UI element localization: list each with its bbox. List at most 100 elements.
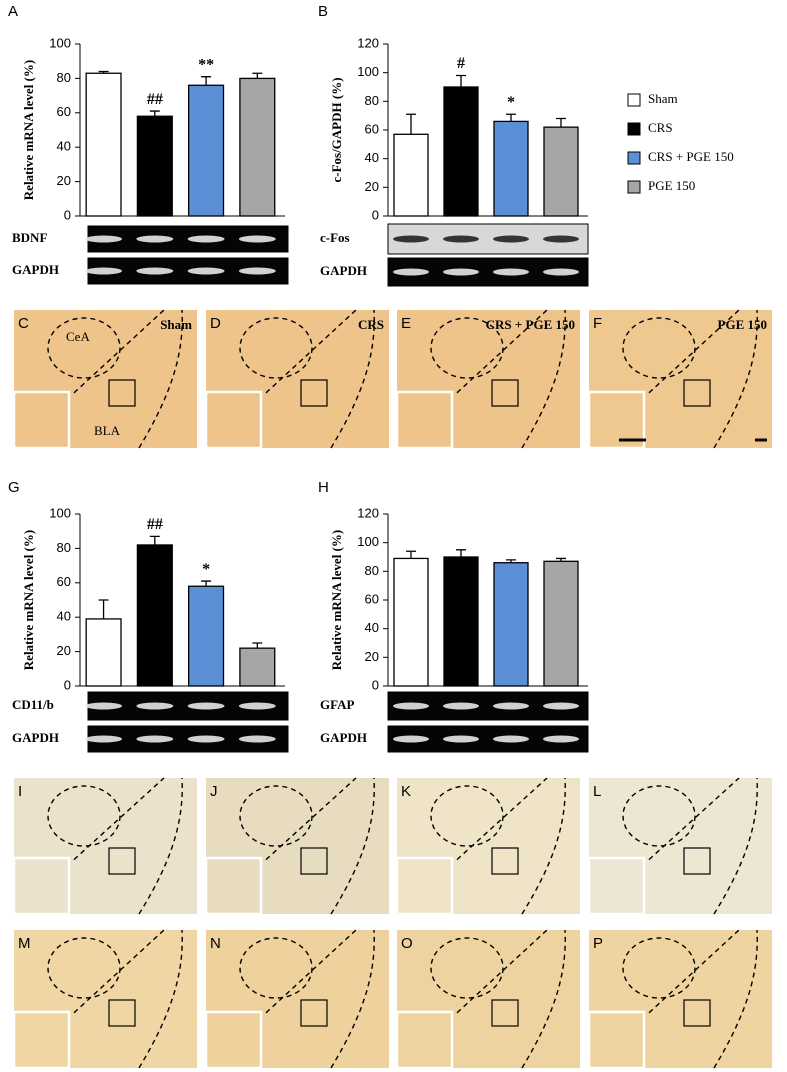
boundary	[73, 777, 165, 861]
gel-band	[85, 235, 123, 243]
boundary	[648, 929, 740, 1014]
boundary	[73, 309, 165, 394]
group-label: CRS + PGE 150	[486, 317, 575, 332]
gel-band	[238, 735, 276, 743]
cea-outline	[239, 317, 313, 379]
y-tick-label: 0	[64, 677, 71, 692]
panel-label: D	[210, 315, 221, 332]
cea-outline	[47, 317, 121, 379]
panel-label: F	[593, 315, 602, 332]
error-bar	[456, 74, 466, 87]
bar	[85, 618, 122, 687]
gel-band	[238, 235, 276, 243]
boundary	[713, 929, 758, 1069]
boundary	[713, 309, 758, 449]
panel-label: B	[318, 3, 328, 20]
roi-box	[683, 847, 711, 875]
legend-swatch	[627, 93, 641, 107]
gel-band	[493, 268, 529, 276]
panel-label: J	[210, 783, 218, 800]
region-label: BLA	[94, 423, 121, 438]
y-tick-label: 80	[365, 93, 379, 108]
gel-band	[543, 702, 579, 710]
inset	[204, 1010, 263, 1070]
error-bar	[149, 110, 160, 117]
gel-band	[493, 702, 529, 710]
gel-band	[187, 235, 225, 243]
roi-box	[108, 379, 136, 407]
y-axis-title: Relative mRNA level (%)	[21, 60, 36, 200]
error-bar	[456, 549, 466, 557]
cea-outline	[430, 785, 504, 847]
bar	[187, 585, 225, 687]
roi-box	[300, 847, 328, 875]
inset	[395, 1010, 454, 1070]
error-bar	[556, 117, 566, 128]
cea-outline	[430, 317, 504, 379]
boundary	[265, 309, 357, 394]
gel-band	[136, 235, 174, 243]
bar	[393, 557, 429, 687]
gel-label: GFAP	[320, 697, 354, 712]
boundary	[648, 309, 740, 394]
y-tick-label: 0	[64, 207, 71, 222]
region-label: CeA	[66, 329, 90, 344]
panel-label: L	[593, 783, 601, 800]
bar	[136, 544, 173, 687]
error-bar	[98, 70, 109, 74]
error-bar	[406, 550, 416, 559]
y-tick-label: 20	[57, 173, 71, 188]
gel-band	[85, 702, 123, 710]
y-tick-label: 100	[357, 534, 379, 549]
error-bar	[252, 72, 263, 79]
bar	[85, 72, 122, 217]
y-tick-label: 100	[49, 35, 71, 50]
cea-outline	[239, 937, 313, 999]
legend-swatch	[627, 151, 641, 165]
gel-band	[443, 702, 479, 710]
gel-label: CD11/b	[12, 697, 54, 712]
y-tick-label: 80	[57, 540, 71, 555]
gel-band	[187, 735, 225, 743]
panel-label: K	[401, 783, 411, 800]
gel-band	[543, 735, 579, 743]
error-bar	[252, 642, 263, 649]
bar	[136, 115, 173, 217]
significance-mark: *	[202, 561, 210, 578]
bar	[239, 647, 276, 687]
panel-label: N	[210, 935, 221, 952]
gel-band	[443, 268, 479, 276]
error-bar	[506, 559, 516, 563]
boundary	[73, 929, 165, 1014]
boundary	[330, 929, 375, 1069]
y-tick-label: 120	[357, 505, 379, 520]
boundary	[521, 777, 566, 915]
y-tick-label: 80	[57, 70, 71, 85]
y-tick-label: 20	[365, 179, 379, 194]
gel-band	[543, 235, 579, 243]
group-label: CRS	[358, 317, 384, 332]
error-bar	[98, 599, 109, 619]
gel-band	[443, 735, 479, 743]
bar	[239, 77, 276, 217]
gel-band	[238, 702, 276, 710]
y-tick-label: 0	[372, 677, 379, 692]
y-axis-title: Relative mRNA level (%)	[21, 530, 36, 670]
y-tick-label: 40	[365, 150, 379, 165]
inset	[587, 856, 646, 916]
error-bar	[201, 76, 212, 86]
legend-label: PGE 150	[648, 178, 695, 193]
gel-label: GAPDH	[12, 730, 59, 745]
error-bar	[149, 535, 160, 545]
panel-label: G	[8, 479, 20, 496]
cea-outline	[622, 937, 696, 999]
boundary	[456, 777, 548, 861]
inset	[204, 856, 263, 916]
cea-outline	[47, 785, 121, 847]
panel-label: C	[18, 315, 29, 332]
roi-box	[683, 379, 711, 407]
y-tick-label: 60	[57, 574, 71, 589]
bar	[443, 86, 479, 217]
y-tick-label: 40	[57, 609, 71, 624]
